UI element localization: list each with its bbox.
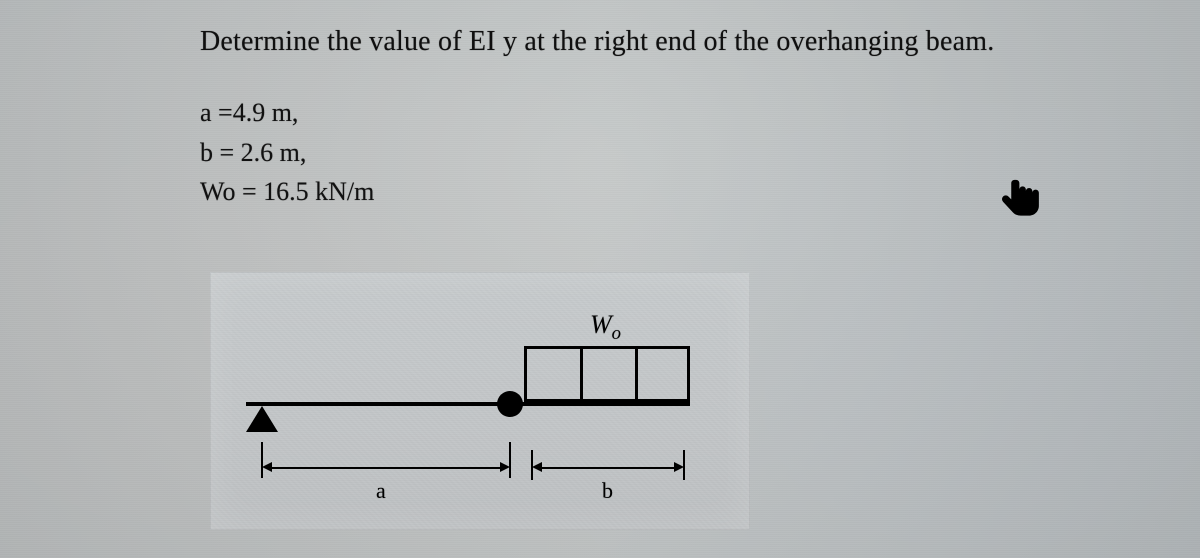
dim-b-line bbox=[536, 467, 680, 469]
dim-b-arrow-right bbox=[674, 462, 684, 472]
dim-a-tick-right bbox=[509, 442, 511, 478]
wo-label: Wo bbox=[590, 310, 621, 345]
pin-support-icon bbox=[246, 406, 278, 432]
dim-a-label: a bbox=[376, 478, 386, 504]
load-divider-1 bbox=[580, 349, 583, 399]
given-a: a =4.9 m, bbox=[200, 94, 1140, 132]
page-background: Determine the value of EI y at the right… bbox=[0, 0, 1200, 558]
load-divider-2 bbox=[635, 349, 638, 399]
dim-a-line bbox=[266, 467, 506, 469]
hand-cursor-svg bbox=[995, 175, 1047, 227]
distributed-load bbox=[524, 346, 690, 402]
dim-a-arrow-left bbox=[262, 462, 272, 472]
dim-a-arrow-right bbox=[500, 462, 510, 472]
dim-b-label: b bbox=[602, 478, 613, 504]
internal-hinge-icon bbox=[497, 391, 523, 417]
problem-prompt: Determine the value of EI y at the right… bbox=[200, 26, 1140, 58]
dim-b-arrow-left bbox=[532, 462, 542, 472]
dim-a-tick-left bbox=[261, 442, 263, 478]
given-b: b = 2.6 m, bbox=[200, 134, 1140, 172]
beam-line bbox=[246, 402, 690, 406]
hand-cursor-icon bbox=[995, 175, 1047, 227]
beam-figure: Wo a b bbox=[210, 272, 750, 530]
